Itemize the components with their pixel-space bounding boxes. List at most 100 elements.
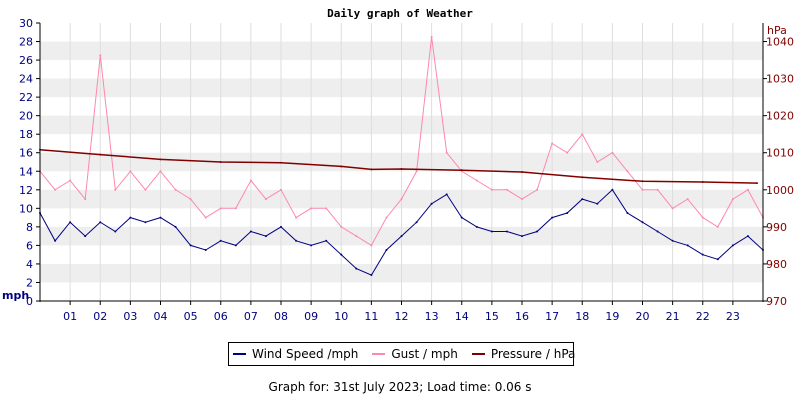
right-axis-label: hPa	[767, 24, 787, 37]
data-point	[731, 244, 734, 247]
data-point	[686, 198, 689, 201]
data-point	[686, 244, 689, 247]
data-point	[99, 54, 102, 57]
left-tick-label: 4	[26, 258, 33, 271]
x-tick-label: 14	[455, 310, 469, 323]
data-point	[264, 235, 267, 238]
data-point	[460, 216, 463, 219]
data-point	[370, 168, 373, 171]
left-axis-label: mph	[2, 289, 29, 302]
data-point	[129, 216, 132, 219]
left-tick-label: 16	[19, 147, 33, 160]
data-point	[611, 188, 614, 191]
legend-swatch-gust	[372, 353, 386, 355]
x-tick-label: 13	[425, 310, 439, 323]
data-point	[355, 235, 358, 238]
x-tick-label: 05	[184, 310, 198, 323]
data-point	[415, 170, 418, 173]
data-point	[310, 244, 313, 247]
x-tick-label: 18	[575, 310, 589, 323]
data-point	[295, 216, 298, 219]
data-point	[430, 35, 433, 38]
data-point	[566, 211, 569, 214]
x-tick-label: 03	[123, 310, 137, 323]
data-point	[204, 216, 207, 219]
right-tick-label: 1030	[766, 73, 794, 86]
data-point	[114, 230, 117, 233]
x-tick-label: 04	[154, 310, 168, 323]
legend: Wind Speed /mph Gust / mph Pressure / hP…	[228, 342, 575, 366]
legend-swatch-pressure	[471, 353, 485, 355]
x-tick-label: 15	[485, 310, 499, 323]
data-point	[731, 198, 734, 201]
data-point	[219, 207, 222, 210]
right-tick-label: 970	[766, 295, 787, 308]
data-point	[641, 180, 644, 183]
data-point	[400, 198, 403, 201]
data-point	[204, 249, 207, 252]
data-point	[581, 198, 584, 201]
data-point	[264, 198, 267, 201]
data-point	[144, 188, 147, 191]
legend-item-pressure: Pressure / hPa	[471, 347, 575, 361]
right-axis-ticks: 970 980 990 1000 1010 1020 1030 1040	[763, 36, 794, 308]
x-tick-label: 16	[515, 310, 529, 323]
data-point	[99, 221, 102, 224]
data-point	[746, 235, 749, 238]
legend-swatch-wind	[233, 353, 246, 355]
data-point	[174, 225, 177, 228]
x-tick-label: 02	[93, 310, 107, 323]
right-tick-label: 1010	[766, 147, 794, 160]
data-point	[701, 253, 704, 256]
data-point	[566, 151, 569, 154]
x-tick-label: 09	[304, 310, 318, 323]
data-point	[370, 274, 373, 277]
data-point	[596, 202, 599, 205]
data-point	[114, 188, 117, 191]
right-tick-label: 1000	[766, 184, 794, 197]
left-tick-label: 0	[26, 295, 33, 308]
right-tick-label: 980	[766, 258, 787, 271]
chart-title: Daily graph of Weather	[327, 7, 473, 20]
data-point	[189, 198, 192, 201]
data-point	[325, 239, 328, 242]
x-tick-label: 10	[334, 310, 348, 323]
data-point	[144, 221, 147, 224]
data-point	[490, 188, 493, 191]
data-point	[400, 235, 403, 238]
data-point	[234, 207, 237, 210]
data-point	[716, 225, 719, 228]
data-point	[521, 171, 523, 174]
legend-label-gust: Gust / mph	[391, 347, 458, 361]
x-tick-label: 21	[666, 310, 680, 323]
data-point	[671, 239, 674, 242]
data-point	[310, 207, 313, 210]
x-axis-ticks: 01 02 03 04 05 06 07 08 09 10 11 12 13 14 15 16 17 18 19 20…	[63, 301, 740, 323]
right-tick-label: 990	[766, 221, 787, 234]
data-point	[430, 202, 433, 205]
data-point	[400, 168, 403, 171]
legend-label-wind: Wind Speed /mph	[252, 347, 359, 361]
data-point	[280, 188, 282, 191]
data-point	[415, 221, 418, 224]
legend-item-gust: Gust / mph	[372, 347, 458, 361]
series-line	[39, 149, 758, 184]
data-point	[54, 239, 57, 242]
data-point	[445, 151, 448, 154]
x-tick-label: 11	[364, 310, 378, 323]
right-tick-label: 1040	[766, 36, 794, 49]
data-point	[189, 244, 192, 247]
x-tick-label: 23	[726, 310, 740, 323]
left-tick-label: 6	[26, 239, 33, 252]
data-point	[219, 161, 222, 163]
x-tick-label: 17	[545, 310, 559, 323]
series-pressure	[39, 148, 758, 185]
data-point	[746, 188, 749, 191]
data-point	[159, 170, 162, 173]
vertical-grid	[69, 23, 734, 301]
data-point	[755, 182, 758, 185]
data-point	[54, 188, 57, 191]
data-point	[475, 179, 478, 182]
left-tick-label: 26	[19, 54, 33, 67]
left-tick-label: 30	[19, 17, 33, 30]
